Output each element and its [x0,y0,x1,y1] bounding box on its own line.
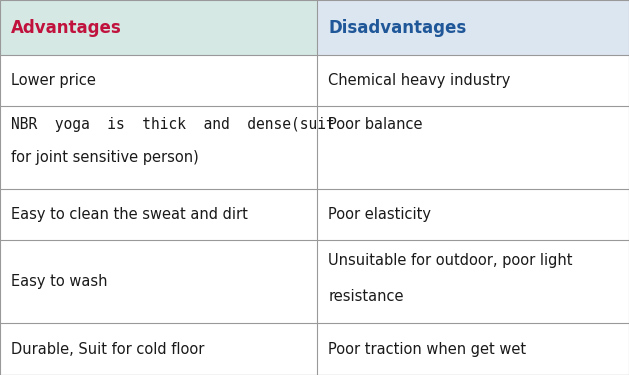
Bar [0,189,317,240]
Text: Chemical heavy industry: Chemical heavy industry [328,73,511,88]
Text: for joint sensitive person): for joint sensitive person) [11,150,199,165]
Bar [317,106,629,189]
Bar [0,0,317,56]
Text: Poor elasticity: Poor elasticity [328,207,431,222]
Text: resistance: resistance [328,289,404,304]
Text: NBR  yoga  is  thick  and  dense(suit: NBR yoga is thick and dense(suit [11,117,335,132]
Bar [0,323,317,375]
Bar [0,56,317,106]
Bar [0,106,317,189]
Text: Advantages: Advantages [11,19,122,37]
Text: Easy to wash: Easy to wash [11,274,108,289]
Bar [317,0,629,56]
Text: Poor balance: Poor balance [328,117,423,132]
Text: Unsuitable for outdoor, poor light: Unsuitable for outdoor, poor light [328,254,573,268]
Text: Lower price: Lower price [11,73,96,88]
Bar [317,240,629,323]
Bar [317,189,629,240]
Text: Durable, Suit for cold floor: Durable, Suit for cold floor [11,342,204,357]
Text: Poor traction when get wet: Poor traction when get wet [328,342,526,357]
Text: Disadvantages: Disadvantages [328,19,467,37]
Text: Easy to clean the sweat and dirt: Easy to clean the sweat and dirt [11,207,248,222]
Bar [317,56,629,106]
Bar [317,323,629,375]
Bar [0,240,317,323]
